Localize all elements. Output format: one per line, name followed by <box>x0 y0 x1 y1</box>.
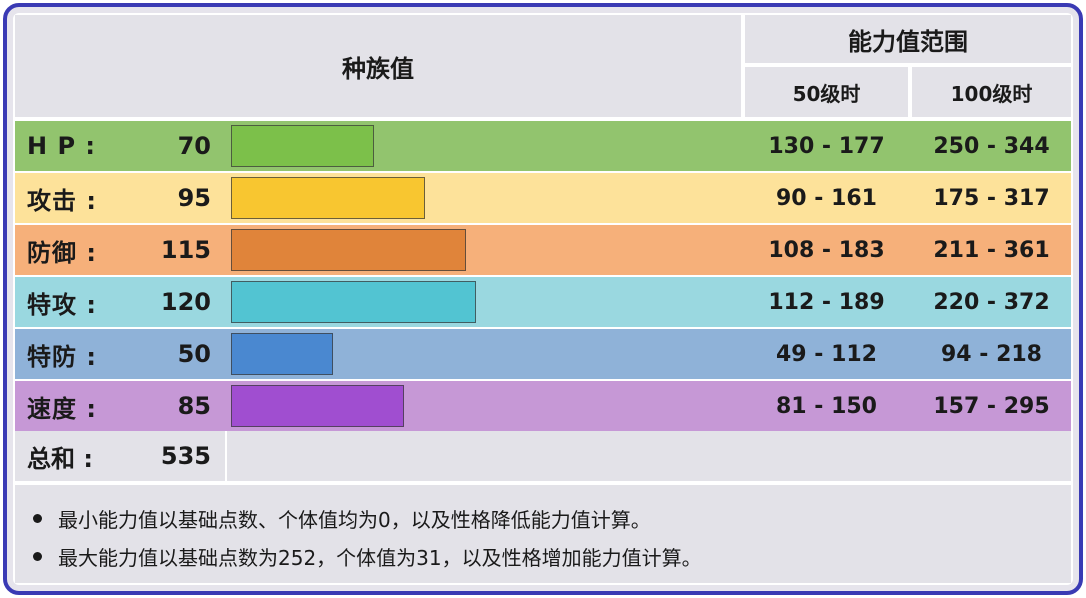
total-empty-cell <box>227 431 1071 481</box>
range-level50: 112 - 189 <box>768 289 885 315</box>
range-level100: 175 - 317 <box>933 185 1050 211</box>
footnote-text: 最大能力值以基础点数为252，个体值为31，以及性格增加能力值计算。 <box>58 545 702 570</box>
stats-panel: 种族值 能力值范围 50级时 100级时 H P : 70 130 - 177 … <box>3 3 1083 595</box>
level50-header: 50级时 <box>745 67 908 117</box>
stat-bar-cell <box>227 121 743 171</box>
stat-label: 特攻 : <box>27 290 97 319</box>
stat-name-cell: 速度 : 85 <box>15 381 225 431</box>
stat-row-attack: 攻击 : 95 90 - 161 175 - 317 <box>15 173 1071 223</box>
range-level50: 108 - 183 <box>768 237 885 263</box>
range-level100: 94 - 218 <box>941 341 1042 367</box>
stat-row-hp: H P : 70 130 - 177 250 - 344 <box>15 121 1071 171</box>
range-level100: 157 - 295 <box>933 393 1050 419</box>
level100-header: 100级时 <box>912 67 1071 117</box>
stat-name-cell: 特攻 : 120 <box>15 277 225 327</box>
stat-row-sp-defense: 特防 : 50 49 - 112 94 - 218 <box>15 329 1071 379</box>
stat-bar-cell <box>227 225 743 275</box>
stat-bar <box>231 177 425 219</box>
stat-value: 115 <box>160 236 211 264</box>
stat-bar <box>231 125 374 167</box>
footnote-max: 最大能力值以基础点数为252，个体值为31，以及性格增加能力值计算。 <box>33 537 1071 575</box>
stat-value: 120 <box>160 288 211 316</box>
base-stats-header: 种族值 <box>15 15 741 117</box>
footnote-min: 最小能力值以基础点数、个体值均为0，以及性格降低能力值计算。 <box>33 499 1071 537</box>
stat-bar-cell <box>227 381 743 431</box>
footnotes: 最小能力值以基础点数、个体值均为0，以及性格降低能力值计算。 最大能力值以基础点… <box>15 485 1071 583</box>
stat-bar-cell <box>227 329 743 379</box>
stat-name-cell: 特防 : 50 <box>15 329 225 379</box>
stat-bar-cell <box>227 277 743 327</box>
stat-label: 攻击 : <box>27 186 97 215</box>
stat-bar-cell <box>227 173 743 223</box>
stat-bar <box>231 281 476 323</box>
range-level50: 130 - 177 <box>768 133 885 159</box>
stat-label: 特防 : <box>27 342 97 371</box>
range-level100: 211 - 361 <box>933 237 1050 263</box>
total-name-cell: 总和 : 535 <box>15 431 225 481</box>
stat-value: 50 <box>177 340 211 368</box>
stat-name-cell: H P : 70 <box>15 121 225 171</box>
stat-value: 85 <box>177 392 211 420</box>
total-row: 总和 : 535 <box>15 431 1071 481</box>
range-level50: 90 - 161 <box>776 185 877 211</box>
range-level50: 81 - 150 <box>776 393 877 419</box>
total-label: 总和 : <box>27 444 93 473</box>
stat-name-cell: 防御 : 115 <box>15 225 225 275</box>
stat-bar <box>231 229 466 271</box>
stat-bar <box>231 333 333 375</box>
stat-name-cell: 攻击 : 95 <box>15 173 225 223</box>
bullet-icon <box>33 551 42 561</box>
stat-range-header: 能力值范围 <box>745 15 1071 63</box>
stat-value: 70 <box>177 132 211 160</box>
stat-row-defense: 防御 : 115 108 - 183 211 - 361 <box>15 225 1071 275</box>
range-level100: 250 - 344 <box>933 133 1050 159</box>
range-level100: 220 - 372 <box>933 289 1050 315</box>
stat-label: H P : <box>27 132 96 160</box>
stat-value: 95 <box>177 184 211 212</box>
total-value: 535 <box>160 442 211 470</box>
footnote-text: 最小能力值以基础点数、个体值均为0，以及性格降低能力值计算。 <box>58 507 651 532</box>
stat-row-sp-attack: 特攻 : 120 112 - 189 220 - 372 <box>15 277 1071 327</box>
range-level50: 49 - 112 <box>776 341 877 367</box>
stats-table: 种族值 能力值范围 50级时 100级时 H P : 70 130 - 177 … <box>13 13 1073 585</box>
stat-row-speed: 速度 : 85 81 - 150 157 - 295 <box>15 381 1071 431</box>
stat-label: 防御 : <box>27 238 97 267</box>
stat-label: 速度 : <box>27 394 97 423</box>
bullet-icon <box>33 513 42 523</box>
stat-bar <box>231 385 405 427</box>
